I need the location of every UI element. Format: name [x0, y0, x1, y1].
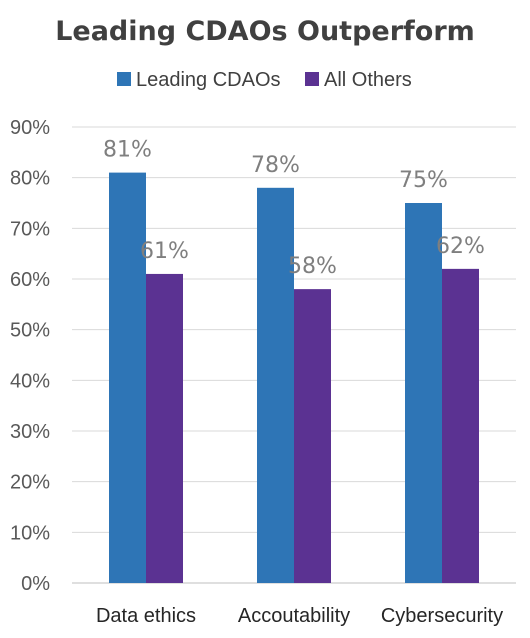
y-tick-label: 70%: [10, 218, 50, 240]
y-tick-label: 90%: [10, 117, 50, 139]
data-label: 81%: [103, 138, 152, 163]
y-tick-label: 0%: [21, 573, 50, 595]
data-label: 75%: [399, 168, 448, 193]
legend-swatch-all-others: [305, 72, 319, 86]
chart-title: Leading CDAOs Outperform: [55, 16, 475, 47]
y-tick-label: 30%: [10, 421, 50, 443]
legend-swatch-leading-cdaos: [117, 72, 131, 86]
bar-leading-cdaos: [109, 172, 146, 583]
data-label: 58%: [288, 254, 337, 279]
bar-leading-cdaos: [257, 187, 294, 584]
data-label: 78%: [251, 153, 300, 178]
x-axis-categories: Data ethics Accoutability Cybersecurity: [96, 605, 503, 627]
y-tick-label: 20%: [10, 472, 50, 494]
y-tick-label: 10%: [10, 522, 50, 544]
bar-all-others: [146, 273, 183, 583]
legend-label-leading-cdaos: Leading CDAOs: [136, 69, 281, 91]
bars: [109, 172, 479, 584]
y-tick-label: 50%: [10, 320, 50, 342]
bar-all-others: [294, 289, 331, 583]
category-label: Data ethics: [96, 605, 196, 627]
y-tick-label: 60%: [10, 269, 50, 291]
data-label: 62%: [436, 234, 485, 259]
data-labels: 81% 61% 78% 58% 75% 62%: [103, 138, 485, 280]
legend-label-all-others: All Others: [324, 69, 412, 91]
y-tick-label: 40%: [10, 370, 50, 392]
y-axis-ticks: 0% 10% 20% 30% 40% 50% 60% 70% 80% 90%: [10, 117, 50, 595]
data-label: 61%: [140, 239, 189, 264]
y-tick-label: 80%: [10, 168, 50, 190]
category-label: Cybersecurity: [381, 605, 503, 627]
category-label: Accoutability: [238, 605, 350, 627]
bar-leading-cdaos: [405, 203, 442, 583]
bar-all-others: [442, 268, 479, 583]
legend: Leading CDAOs All Others: [117, 69, 412, 91]
